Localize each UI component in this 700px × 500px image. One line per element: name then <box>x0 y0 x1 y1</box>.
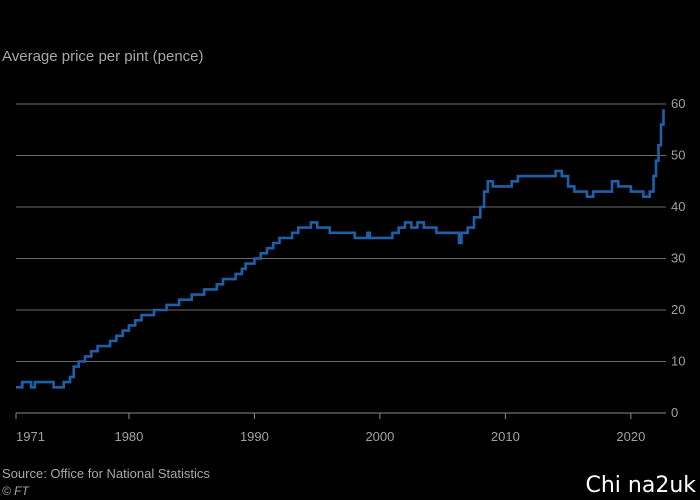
y-tick-label-20: 20 <box>671 302 685 317</box>
y-tick-label-0: 0 <box>671 405 678 420</box>
y-axis-tick-labels: 0 10 20 30 40 50 60 <box>671 96 685 420</box>
y-tick-label-40: 40 <box>671 199 685 214</box>
x-axis-tick-labels: 1971 1980 1990 2000 2010 2020 <box>15 413 645 444</box>
x-tick-label-1971: 1971 <box>16 429 45 444</box>
watermark: Chi na2uk <box>585 473 696 498</box>
grid-lines <box>16 103 666 414</box>
x-tick-label-1980: 1980 <box>114 429 143 444</box>
x-tick-label-2010: 2010 <box>491 429 520 444</box>
y-tick-label-50: 50 <box>671 148 685 163</box>
series-lines <box>16 109 665 389</box>
x-tick-label-2000: 2000 <box>365 429 394 444</box>
y-tick-label-10: 10 <box>671 354 685 369</box>
chart-subtitle: Average price per pint (pence) <box>2 48 204 65</box>
x-tick-label-1990: 1990 <box>240 429 269 444</box>
source-note: Source: Office for National Statistics <box>2 466 210 481</box>
y-tick-label-30: 30 <box>671 251 685 266</box>
x-tick-label-2020: 2020 <box>616 429 645 444</box>
series-line-0 <box>16 109 665 389</box>
ft-credit: © FT <box>2 484 29 498</box>
y-tick-label-60: 60 <box>671 96 685 111</box>
